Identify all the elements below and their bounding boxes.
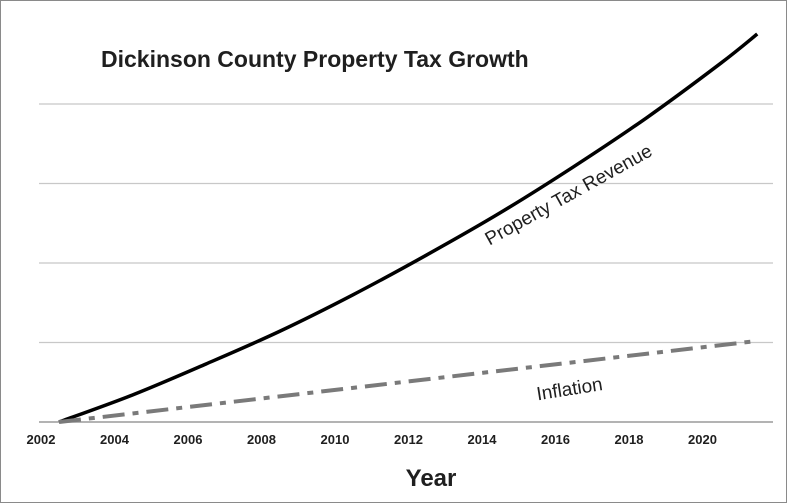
x-tick-label: 2014 <box>468 432 498 447</box>
annotation-inflation: Inflation <box>535 374 604 405</box>
series-line-inflation <box>58 338 758 424</box>
chart-title: Dickinson County Property Tax Growth <box>101 46 529 72</box>
x-tick-label: 2004 <box>100 432 130 447</box>
annotation-property-tax-revenue: Property Tax Revenue <box>482 141 656 250</box>
series-lines <box>58 32 759 424</box>
x-tick-label: 2006 <box>174 432 203 447</box>
series-line-property-tax-revenue <box>58 32 759 424</box>
x-tick-label: 2018 <box>615 432 644 447</box>
x-tick-label: 2020 <box>688 432 717 447</box>
x-tick-label: 2010 <box>321 432 350 447</box>
x-tick-labels: 2002 2004 2006 2008 2010 2012 2014 2016 2018 2020 <box>27 432 717 447</box>
gridlines <box>39 103 773 423</box>
x-tick-label: 2016 <box>541 432 570 447</box>
x-tick-label: 2002 <box>27 432 56 447</box>
x-axis-label: Year <box>406 465 457 492</box>
x-tick-label: 2012 <box>394 432 423 447</box>
x-tick-label: 2008 <box>247 432 276 447</box>
